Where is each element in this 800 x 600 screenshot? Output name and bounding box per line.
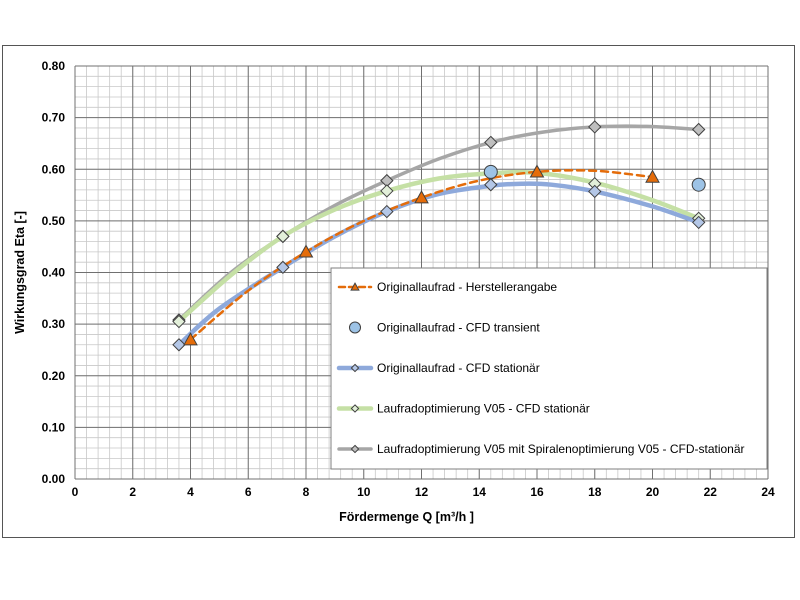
data-point <box>483 164 498 179</box>
data-point <box>691 122 706 137</box>
y-tick-label: 0.80 <box>42 59 66 73</box>
x-tick-label: 2 <box>129 485 136 499</box>
data-point <box>172 338 186 352</box>
chart-frame: 0 2 4 6 8 10 12 14 16 18 20 22 24 0.00 0.10 0.20 0.30 0.4… <box>2 45 795 538</box>
data-point <box>183 332 198 346</box>
legend-item: Originallaufrad - CFD transient <box>348 321 540 335</box>
data-point <box>276 260 290 275</box>
x-tick-label: 16 <box>530 485 544 499</box>
x-axis-title: Fördermenge Q [m³/h ] <box>339 510 474 524</box>
axis-ticks: 0 2 4 6 8 10 12 14 16 18 20 22 240.000.100.200.300.4… <box>42 59 775 499</box>
data-point <box>484 178 498 192</box>
x-tick-label: 20 <box>646 485 660 499</box>
x-tick-label: 6 <box>245 485 252 499</box>
series-line <box>176 169 701 324</box>
legend-label: Originallaufrad - Herstellerangabe <box>377 280 557 294</box>
legend-item: Laufradoptimierung V05 mit Spiralenoptim… <box>337 442 745 456</box>
data-point <box>172 314 186 329</box>
legend-marker <box>348 321 362 334</box>
data-point <box>645 169 660 183</box>
x-tick-label: 24 <box>761 485 775 499</box>
y-tick-label: 0.00 <box>42 472 66 486</box>
legend-item: Originallaufrad - Herstellerangabe <box>337 280 557 294</box>
legend-marker <box>350 282 360 291</box>
legend-item: Laufradoptimierung V05 - CFD stationär <box>336 402 590 416</box>
data-point <box>691 215 706 230</box>
y-axis-title: Wirkungsgrad Eta [-] <box>13 211 27 334</box>
legend-marker <box>350 363 360 373</box>
data-point <box>588 184 602 199</box>
y-tick-label: 0.60 <box>42 162 66 176</box>
x-tick-label: 12 <box>415 485 429 499</box>
data-point <box>414 190 429 204</box>
legend-label: Laufradoptimierung V05 mit Spiralenoptim… <box>377 442 745 456</box>
x-tick-label: 22 <box>704 485 718 499</box>
legend-marker <box>350 404 360 413</box>
y-tick-label: 0.30 <box>42 317 66 331</box>
plot-series <box>172 120 706 352</box>
legend-box <box>330 267 768 470</box>
chart-svg: 0 2 4 6 8 10 12 14 16 18 20 22 240.000.100.200.300.4… <box>13 59 775 524</box>
data-point <box>298 244 314 258</box>
data-point <box>380 204 394 219</box>
data-point <box>380 184 394 198</box>
y-tick-label: 0.70 <box>42 111 66 125</box>
x-tick-label: 8 <box>303 485 310 499</box>
y-tick-label: 0.40 <box>42 266 66 280</box>
x-tick-label: 14 <box>473 485 487 499</box>
x-tick-label: 10 <box>357 485 371 499</box>
legend-label: Originallaufrad - CFD transient <box>377 321 540 335</box>
y-tick-label: 0.10 <box>42 420 66 434</box>
x-tick-label: 4 <box>187 485 194 499</box>
x-tick-label: 18 <box>588 485 602 499</box>
data-point <box>529 164 545 178</box>
data-point <box>691 177 706 192</box>
data-point <box>588 120 602 134</box>
legend-label: Laufradoptimierung V05 - CFD stationär <box>377 402 590 416</box>
legend: Originallaufrad - Herstellerangabe Origin… <box>330 267 768 470</box>
x-tick-label: 0 <box>72 485 79 499</box>
data-point <box>276 229 290 244</box>
legend-marker <box>350 444 360 454</box>
y-tick-label: 0.50 <box>42 214 66 228</box>
y-tick-label: 0.20 <box>42 369 66 383</box>
legend-label: Originallaufrad - CFD stationär <box>377 361 540 375</box>
legend-items: Originallaufrad - Herstellerangabe Origin… <box>336 280 745 456</box>
legend-item: Originallaufrad - CFD stationär <box>336 361 540 375</box>
data-point <box>484 135 498 150</box>
